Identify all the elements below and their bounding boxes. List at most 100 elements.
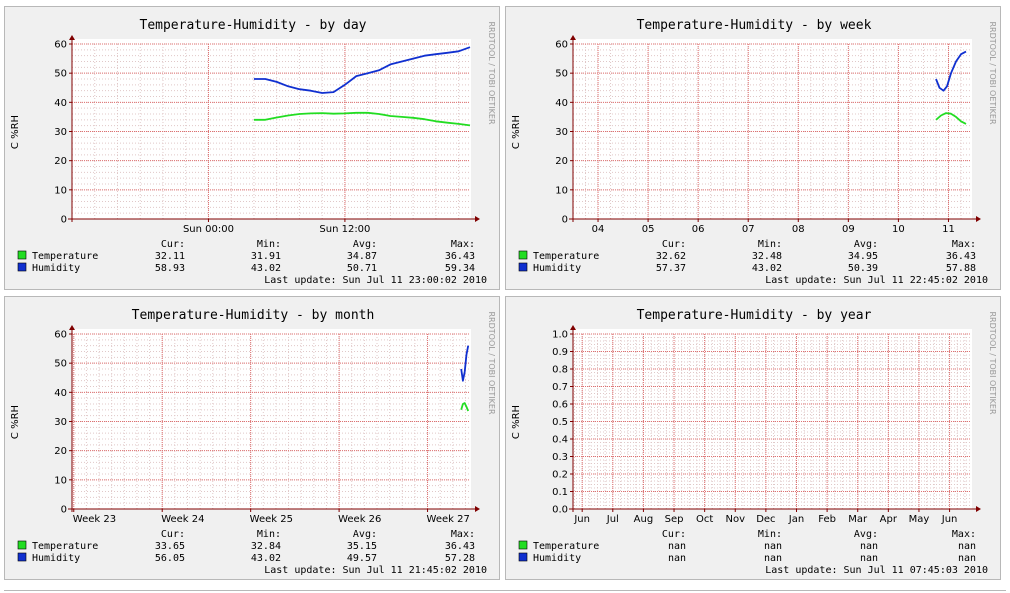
legend-name: Humidity [533,263,581,274]
x-tick-label: Sun 00:00 [183,224,234,235]
y-tick-label: 30 [555,127,568,138]
plot-area [573,329,972,509]
y-tick-label: 0 [61,215,67,226]
legend-name: Humidity [32,263,80,274]
chart-panel-month: Temperature-Humidity - by month RRDTOOL /… [4,296,500,580]
x-tick-label: Dec [756,514,775,525]
chart-svg: Temperature-Humidity - by day RRDTOOL / T… [10,18,496,286]
y-tick-label: 40 [555,98,568,109]
legend-swatch-humidity [17,552,27,562]
y-tick-label: 0.1 [552,487,568,498]
chart-svg: Temperature-Humidity - by year RRDTOOL / … [511,308,997,576]
y-axis-label: C %RH [10,405,21,439]
x-tick-label: 06 [692,224,705,235]
legend-value-avg: 34.95 [848,251,878,262]
y-axis-arrow [69,325,75,330]
x-tick-label: Nov [725,514,745,525]
x-tick-label: 10 [892,224,905,235]
y-axis-label: C %RH [511,405,522,439]
legend-value-max: 57.88 [946,263,976,274]
legend-header-min: Min: [758,239,782,250]
chart-panel-day: Temperature-Humidity - by day RRDTOOL / T… [4,6,500,290]
legend-value-min: nan [764,553,782,564]
y-tick-label: 40 [54,98,67,109]
y-tick-label: 0.2 [552,470,568,481]
legend-value-cur: 33.65 [155,541,185,552]
legend-value-min: 32.48 [752,251,782,262]
x-tick-label: Jun [573,514,590,525]
y-tick-label: 60 [54,330,67,341]
y-tick-label: 1.0 [552,330,568,341]
x-tick-label: Feb [818,514,836,525]
x-tick-label: 05 [642,224,655,235]
rrdtool-credit: RRDTOOL / TOBI OETIKER [988,311,997,414]
legend-value-min: 43.02 [251,553,281,564]
x-tick-label: 07 [742,224,755,235]
chart-svg: Temperature-Humidity - by month RRDTOOL /… [10,308,496,576]
x-axis-arrow [976,506,981,512]
last-update: Last update: Sun Jul 11 21:45:02 2010 [264,565,487,576]
x-tick-label: Sun 12:00 [319,224,370,235]
legend-swatch-humidity [518,262,528,272]
legend-value-cur: 32.11 [155,251,185,262]
legend-value-max: 59.34 [445,263,475,274]
legend-value-min: 32.84 [251,541,281,552]
legend-header-cur: Cur: [662,239,686,250]
y-axis-label: C %RH [10,115,21,149]
chart-svg: Temperature-Humidity - by week RRDTOOL / … [511,18,997,286]
y-tick-label: 50 [54,359,67,370]
legend-header-min: Min: [758,529,782,540]
x-tick-label: Jan [788,514,804,525]
legend-name: Humidity [32,553,80,564]
chart-title: Temperature-Humidity - by month [132,308,375,323]
series-line-temperature [253,111,471,127]
legend-header-avg: Avg: [353,529,377,540]
x-tick-label: Week 25 [250,514,293,525]
legend-header-avg: Avg: [854,239,878,250]
y-tick-label: 20 [54,446,67,457]
y-tick-label: 0.0 [552,505,568,516]
rrdtool-credit: RRDTOOL / TOBI OETIKER [988,21,997,124]
legend-value-min: 43.02 [752,263,782,274]
y-tick-label: 40 [54,388,67,399]
plot-area [72,329,471,509]
legend-value-max: nan [958,541,976,552]
legend-header-cur: Cur: [161,529,185,540]
legend-value-cur: 58.93 [155,263,185,274]
legend-value-min: 43.02 [251,263,281,274]
x-tick-label: Oct [696,514,713,525]
legend-swatch-temperature [518,250,528,260]
y-tick-label: 0.6 [552,400,568,411]
y-tick-label: 50 [555,69,568,80]
x-axis-arrow [475,216,480,222]
x-tick-label: Week 23 [73,514,116,525]
legend-value-cur: nan [668,553,686,564]
x-tick-label: Jun [941,514,958,525]
series-line-temperature [460,402,470,412]
x-axis-arrow [976,216,981,222]
legend-header-avg: Avg: [353,239,377,250]
y-axis-arrow [570,325,576,330]
rrdtool-credit: RRDTOOL / TOBI OETIKER [487,311,496,414]
y-tick-label: 0.8 [552,365,568,376]
plot-area [72,39,471,219]
x-tick-label: Jul [606,514,619,525]
series-line-humidity [253,46,471,94]
x-tick-label: Week 24 [161,514,204,525]
x-tick-label: May [909,514,930,525]
legend-header-max: Max: [451,529,475,540]
y-tick-label: 0 [61,505,67,516]
legend-swatch-temperature [518,540,528,550]
x-tick-label: Week 26 [338,514,381,525]
x-tick-label: 04 [592,224,605,235]
last-update: Last update: Sun Jul 11 07:45:03 2010 [765,565,988,576]
chart-title: Temperature-Humidity - by day [140,18,367,33]
legend-name: Temperature [533,251,599,262]
last-update: Last update: Sun Jul 11 23:00:02 2010 [264,275,487,286]
chart-panel-week: Temperature-Humidity - by week RRDTOOL / … [505,6,1001,290]
y-tick-label: 50 [54,69,67,80]
legend-header-max: Max: [952,529,976,540]
y-tick-label: 0 [562,215,568,226]
y-tick-label: 10 [555,185,568,196]
legend-value-cur: nan [668,541,686,552]
